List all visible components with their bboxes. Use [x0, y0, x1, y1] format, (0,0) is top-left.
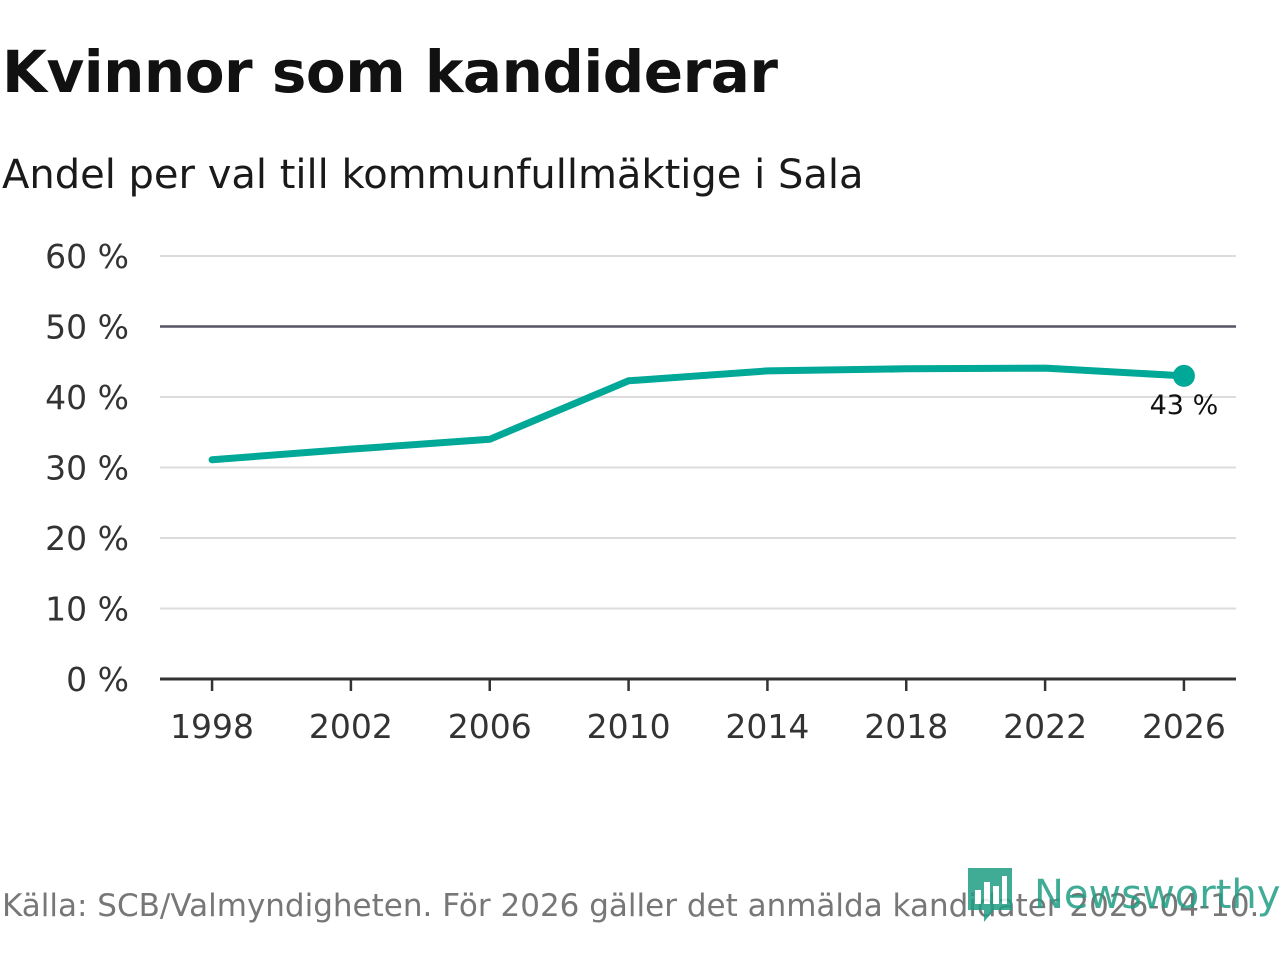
- x-tick-label: 2010: [587, 707, 671, 746]
- newsworthy-logo-icon: [968, 868, 1012, 922]
- y-tick-label: 20 %: [45, 519, 129, 558]
- y-tick-label: 0 %: [66, 660, 129, 699]
- chart-title: Kvinnor som kandiderar: [2, 38, 778, 106]
- y-axis-ticks: 0 % 10 % 20 % 30 % 40 % 50 % 60 %: [45, 237, 129, 699]
- end-point-marker: [1172, 364, 1195, 387]
- x-tick-label: 2018: [864, 707, 948, 746]
- gridlines: [160, 255, 1236, 610]
- y-tick-label: 40 %: [45, 378, 129, 417]
- series-group: 43 %: [208, 364, 1219, 464]
- x-axis: 1998 2002 2006 2010 2014 2018 2022 2026: [160, 677, 1236, 746]
- end-value-label: 43 %: [1150, 390, 1219, 421]
- x-tick-label: 2006: [448, 707, 532, 746]
- brand-name: Newsworthy: [1034, 872, 1280, 918]
- x-tick-label: 2026: [1142, 707, 1226, 746]
- series-line: [208, 364, 1188, 464]
- x-tick-label: 2002: [309, 707, 393, 746]
- x-tick-label: 2022: [1003, 707, 1087, 746]
- y-tick-label: 60 %: [45, 237, 129, 276]
- y-tick-label: 30 %: [45, 449, 129, 488]
- line-chart: 0 % 10 % 20 % 30 % 40 % 50 % 60 % 1998 2002 2006…: [45, 237, 1236, 746]
- y-tick-label: 10 %: [45, 590, 129, 629]
- x-tick-label: 1998: [170, 707, 254, 746]
- chart-subtitle: Andel per val till kommunfullmäktige i S…: [2, 152, 864, 198]
- source-note: Källa: SCB/Valmyndigheten. För 2026 gäll…: [2, 888, 1260, 924]
- brand-logo: Newsworthy: [964, 864, 1280, 926]
- y-tick-label: 50 %: [45, 308, 129, 347]
- x-tick-label: 2014: [725, 707, 809, 746]
